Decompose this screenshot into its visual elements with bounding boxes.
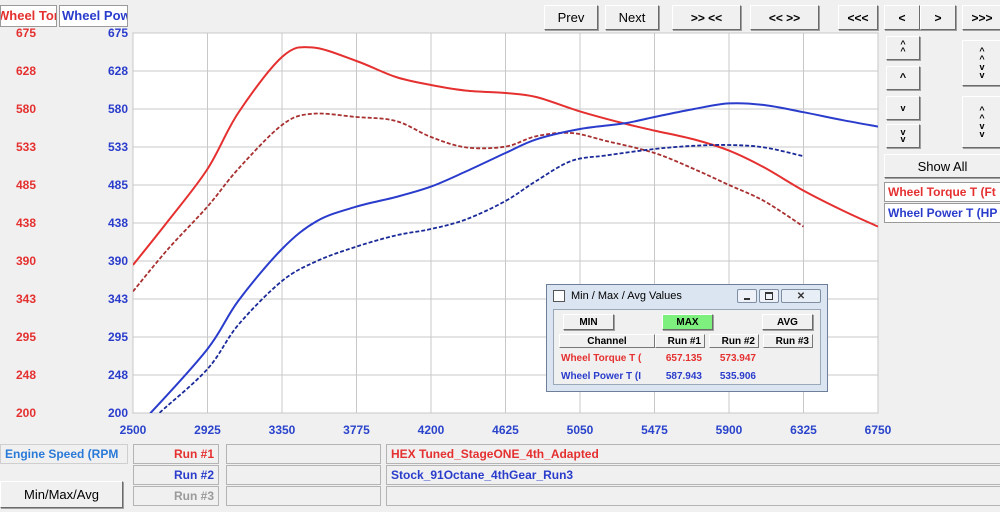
row-power-channel: Wheel Power T (I (561, 371, 642, 382)
header-channel: Channel (559, 334, 655, 348)
run1-aux-field[interactable] (226, 444, 381, 464)
min-max-avg-button[interactable]: Min/Max/Avg (0, 481, 123, 508)
min-button[interactable]: MIN (563, 314, 614, 330)
y-tick-left: 295 (16, 330, 37, 344)
series-lines (133, 46, 878, 413)
y-tick-left: 485 (16, 178, 37, 192)
y-tick-left: 580 (16, 102, 37, 116)
series-line-wheel-torque-t-run2 (133, 112, 804, 292)
row-power-run2: 535.906 (719, 371, 756, 382)
run2-name[interactable]: Stock_91Octane_4thGear_Run3 (386, 465, 1000, 485)
x-tick: 2500 (119, 423, 147, 437)
run1-label[interactable]: Run #1 (133, 444, 219, 464)
series-line-wheel-torque-t-run1 (133, 46, 878, 266)
x-tick: 3775 (343, 423, 370, 437)
side-legend-torque[interactable]: Wheel Torque T (Ft (884, 182, 1000, 202)
run2-label[interactable]: Run #2 (133, 465, 219, 485)
x-tick: 6325 (790, 423, 817, 437)
x-tick: 5475 (641, 423, 668, 437)
next-button[interactable]: Next (605, 5, 659, 30)
x-tick: 4200 (417, 423, 445, 437)
x-tick: 2925 (194, 423, 221, 437)
scroll-last-button[interactable]: >>> (962, 5, 1000, 30)
avg-button[interactable]: AVG (762, 314, 813, 330)
scale-up-fast-button[interactable]: ^ ^ (886, 36, 920, 60)
min-max-avg-dialog: Min / Max / Avg Values ✕ MIN MAX AVG Cha… (546, 284, 828, 392)
run3-aux-field[interactable] (226, 486, 381, 506)
x-channel-field[interactable]: Engine Speed (RPM (0, 444, 128, 464)
run1-name[interactable]: HEX Tuned_StageONE_4th_Adapted (386, 444, 1000, 464)
series-line-wheel-power-t-run2 (157, 144, 804, 413)
run3-label[interactable]: Run #3 (133, 486, 219, 506)
y-tick-left: 628 (16, 64, 37, 78)
header-run3: Run #3 (763, 334, 813, 348)
shrink-vertical-icon: ^ ^ v v (979, 105, 985, 139)
header-run1: Run #1 (655, 334, 705, 348)
row-power-run1: 587.943 (665, 371, 702, 382)
minimize-icon (744, 297, 750, 300)
caret-up-icon: ^ (899, 72, 907, 84)
caret-down-icon: v (900, 103, 906, 113)
dialog-app-icon (553, 290, 565, 302)
show-all-button[interactable]: Show All (884, 154, 1000, 178)
row-torque-channel: Wheel Torque T ( (561, 353, 642, 364)
scale-down-button[interactable]: v (886, 96, 920, 120)
row-torque-run1: 657.135 (665, 353, 702, 364)
header-run2: Run #2 (709, 334, 759, 348)
zoom-out-button[interactable]: << >> (750, 5, 819, 30)
y-tick-right: 580 (107, 102, 128, 116)
y-tick-right: 628 (107, 64, 128, 78)
series-line-wheel-power-t-run1 (149, 102, 878, 413)
expand-vertical-icon: ^ ^ v v (979, 46, 985, 80)
y-tick-left: 248 (16, 368, 37, 382)
y-tick-right: 343 (107, 292, 128, 306)
dialog-body: MIN MAX AVG Channel Run #1 Run #2 Run #3… (553, 309, 821, 385)
max-button[interactable]: MAX (662, 314, 713, 330)
y-tick-right: 533 (107, 140, 128, 154)
y-tick-right: 390 (107, 254, 128, 268)
x-tick: 5900 (715, 423, 743, 437)
scroll-forward-button[interactable]: > (920, 5, 956, 30)
close-icon: ✕ (796, 290, 806, 302)
scroll-first-button[interactable]: <<< (838, 5, 878, 30)
minimize-button[interactable] (737, 289, 757, 303)
run2-aux-field[interactable] (226, 465, 381, 485)
y-tick-right: 248 (107, 368, 128, 382)
double-caret-up-icon: ^ ^ (900, 39, 906, 56)
y-tick-left: 675 (16, 26, 37, 40)
maximize-button[interactable] (759, 289, 779, 303)
x-tick: 5050 (566, 423, 594, 437)
y-tick-right: 485 (107, 178, 128, 192)
y-tick-right: 200 (107, 406, 128, 420)
shrink-button[interactable]: ^ ^ v v (962, 96, 1000, 148)
y-tick-left: 390 (16, 254, 37, 268)
x-tick: 3350 (268, 423, 296, 437)
x-tick: 4625 (492, 423, 519, 437)
y-tick-left: 200 (16, 406, 37, 420)
scale-up-button[interactable]: ^ (886, 66, 920, 90)
y-tick-right: 295 (107, 330, 128, 344)
dialog-title: Min / Max / Avg Values (571, 290, 682, 302)
y-tick-left: 343 (16, 292, 37, 306)
close-button[interactable]: ✕ (781, 289, 821, 303)
side-legend-power[interactable]: Wheel Power T (HP (884, 203, 1000, 223)
maximize-icon (765, 292, 773, 300)
top-legend-power[interactable]: Wheel Power T (59, 5, 128, 27)
expand-up-button[interactable]: ^ ^ v v (962, 40, 1000, 86)
y-tick-right: 675 (107, 26, 128, 40)
scroll-back-button[interactable]: < (884, 5, 920, 30)
run3-name[interactable] (386, 486, 1000, 506)
row-torque-run2: 573.947 (719, 353, 756, 364)
prev-button[interactable]: Prev (544, 5, 598, 30)
y-tick-right: 438 (107, 216, 128, 230)
y-tick-left: 533 (16, 140, 37, 154)
zoom-in-button[interactable]: >> << (672, 5, 741, 30)
x-tick: 6750 (864, 423, 892, 437)
y-tick-left: 438 (16, 216, 37, 230)
top-legend-torque[interactable]: Wheel Torque T (0, 5, 57, 27)
